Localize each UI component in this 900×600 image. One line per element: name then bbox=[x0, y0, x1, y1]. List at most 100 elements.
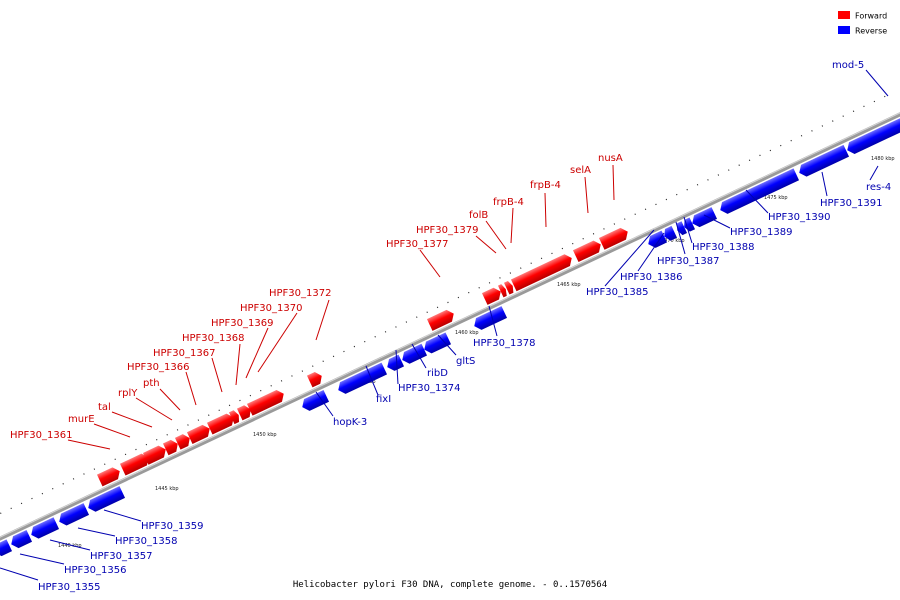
scale-tick bbox=[769, 149, 772, 152]
gene-label: HPF30_1374 bbox=[398, 383, 460, 394]
gene-shape bbox=[424, 332, 452, 354]
scale-tick bbox=[114, 458, 116, 461]
gene-shape bbox=[96, 467, 120, 487]
leader-line bbox=[159, 388, 181, 411]
scale-label: 1480 kbp bbox=[871, 156, 895, 162]
leader-line bbox=[637, 232, 665, 272]
forward-gene-arrow bbox=[497, 284, 507, 298]
scale-tick bbox=[603, 228, 605, 230]
forward-gene-arrow bbox=[142, 445, 166, 465]
gene-label: HPF30_1390 bbox=[768, 212, 830, 223]
forward-labels: HPF30_1361 murE tal rplY pth HPF30_1366 … bbox=[10, 153, 623, 441]
scale-tick bbox=[780, 144, 782, 147]
gene-shape bbox=[11, 529, 33, 549]
leader-line bbox=[315, 391, 334, 417]
gene-label: folB bbox=[469, 210, 488, 221]
scale-tick bbox=[72, 478, 75, 480]
scale-tick bbox=[0, 512, 2, 514]
gene-shape bbox=[119, 453, 149, 476]
gene-label: HPF30_1359 bbox=[141, 521, 203, 532]
scale-tick bbox=[644, 208, 647, 211]
scale-tick bbox=[20, 502, 23, 505]
scale-tick bbox=[364, 340, 366, 343]
gene-label: hopK-3 bbox=[333, 417, 367, 428]
gene-shape bbox=[174, 434, 190, 450]
gene-label: HPF30_1369 bbox=[211, 318, 273, 329]
leader-line bbox=[411, 343, 427, 369]
scale-tick bbox=[447, 301, 449, 304]
scale-tick bbox=[124, 453, 127, 456]
reverse-gene-arrow bbox=[302, 389, 330, 411]
legend-reverse-label: Reverse bbox=[855, 27, 887, 36]
scale-tick bbox=[572, 242, 574, 245]
reverse-gene-arrow bbox=[676, 221, 688, 236]
gene-shape bbox=[572, 240, 601, 263]
leader-line bbox=[612, 164, 615, 201]
reverse-gene-arrow bbox=[424, 332, 452, 354]
leader-line bbox=[111, 411, 153, 428]
gene-shape bbox=[598, 227, 628, 250]
scale-tick bbox=[863, 105, 865, 108]
forward-gene-arrow bbox=[119, 453, 149, 476]
reverse-gene-arrow bbox=[474, 306, 508, 330]
scale-label: 1470 kbp bbox=[661, 238, 685, 244]
gene-label: ribD bbox=[427, 368, 448, 379]
scale-tick bbox=[738, 164, 740, 166]
legend-reverse-swatch bbox=[838, 26, 850, 34]
gene-label: mod-5 bbox=[832, 60, 864, 71]
reverse-gene-arrow bbox=[402, 343, 428, 364]
gene-shape bbox=[31, 517, 60, 539]
scale-tick bbox=[800, 135, 803, 137]
scale-tick bbox=[478, 286, 480, 289]
scale-tick bbox=[218, 409, 220, 412]
gene-shape bbox=[59, 503, 90, 526]
scale-tick bbox=[655, 203, 657, 206]
gene-shape bbox=[142, 445, 166, 465]
scale-tick bbox=[852, 110, 855, 113]
scale-label: 1445 kbp bbox=[155, 486, 179, 492]
gene-label: HPF30_1370 bbox=[240, 303, 302, 314]
scale-tick bbox=[322, 360, 324, 363]
gene-shape bbox=[676, 221, 688, 236]
gene-label: HPF30_1368 bbox=[182, 333, 244, 344]
scale-tick bbox=[873, 100, 876, 103]
scale-tick bbox=[436, 306, 439, 309]
scale-tick bbox=[374, 335, 376, 338]
gene-shape bbox=[236, 405, 251, 421]
gene-shape bbox=[799, 144, 850, 177]
gene-label: HPF30_1361 bbox=[10, 430, 72, 441]
leader-line bbox=[703, 214, 731, 229]
gene-label: HPF30_1377 bbox=[386, 239, 448, 250]
forward-gene-arrow bbox=[306, 371, 322, 388]
gene-label: pth bbox=[143, 378, 160, 389]
gene-shape bbox=[228, 410, 240, 425]
scale-tick bbox=[530, 262, 532, 264]
leader-line bbox=[604, 229, 655, 287]
reverse-gene-arrow bbox=[847, 114, 900, 155]
scale-tick bbox=[166, 434, 168, 436]
reverse-gene-arrow bbox=[720, 168, 800, 214]
scale-tick bbox=[270, 385, 272, 387]
gene-shape bbox=[497, 284, 507, 298]
forward-gene-arrow bbox=[162, 439, 178, 456]
scale-tick bbox=[790, 139, 792, 142]
scale-tick bbox=[208, 414, 210, 416]
scale-tick bbox=[62, 483, 64, 485]
reverse-gene-arrow bbox=[11, 529, 33, 549]
reverse-gene-arrow bbox=[88, 486, 126, 512]
scale-tick bbox=[676, 193, 678, 196]
scale-label: 1475 kbp bbox=[764, 195, 788, 201]
scale-tick bbox=[624, 218, 626, 220]
leader-line bbox=[103, 509, 142, 522]
leader-line bbox=[485, 220, 507, 250]
scale-tick bbox=[239, 399, 241, 402]
gene-shape bbox=[246, 390, 284, 416]
leader-lines bbox=[0, 69, 889, 581]
scale-tick bbox=[52, 487, 54, 490]
gene-shape bbox=[510, 254, 572, 292]
scale-tick bbox=[31, 497, 33, 500]
gene-shape bbox=[0, 539, 13, 557]
leader-line bbox=[49, 539, 91, 551]
leader-line bbox=[93, 423, 131, 438]
leader-line bbox=[475, 235, 497, 254]
